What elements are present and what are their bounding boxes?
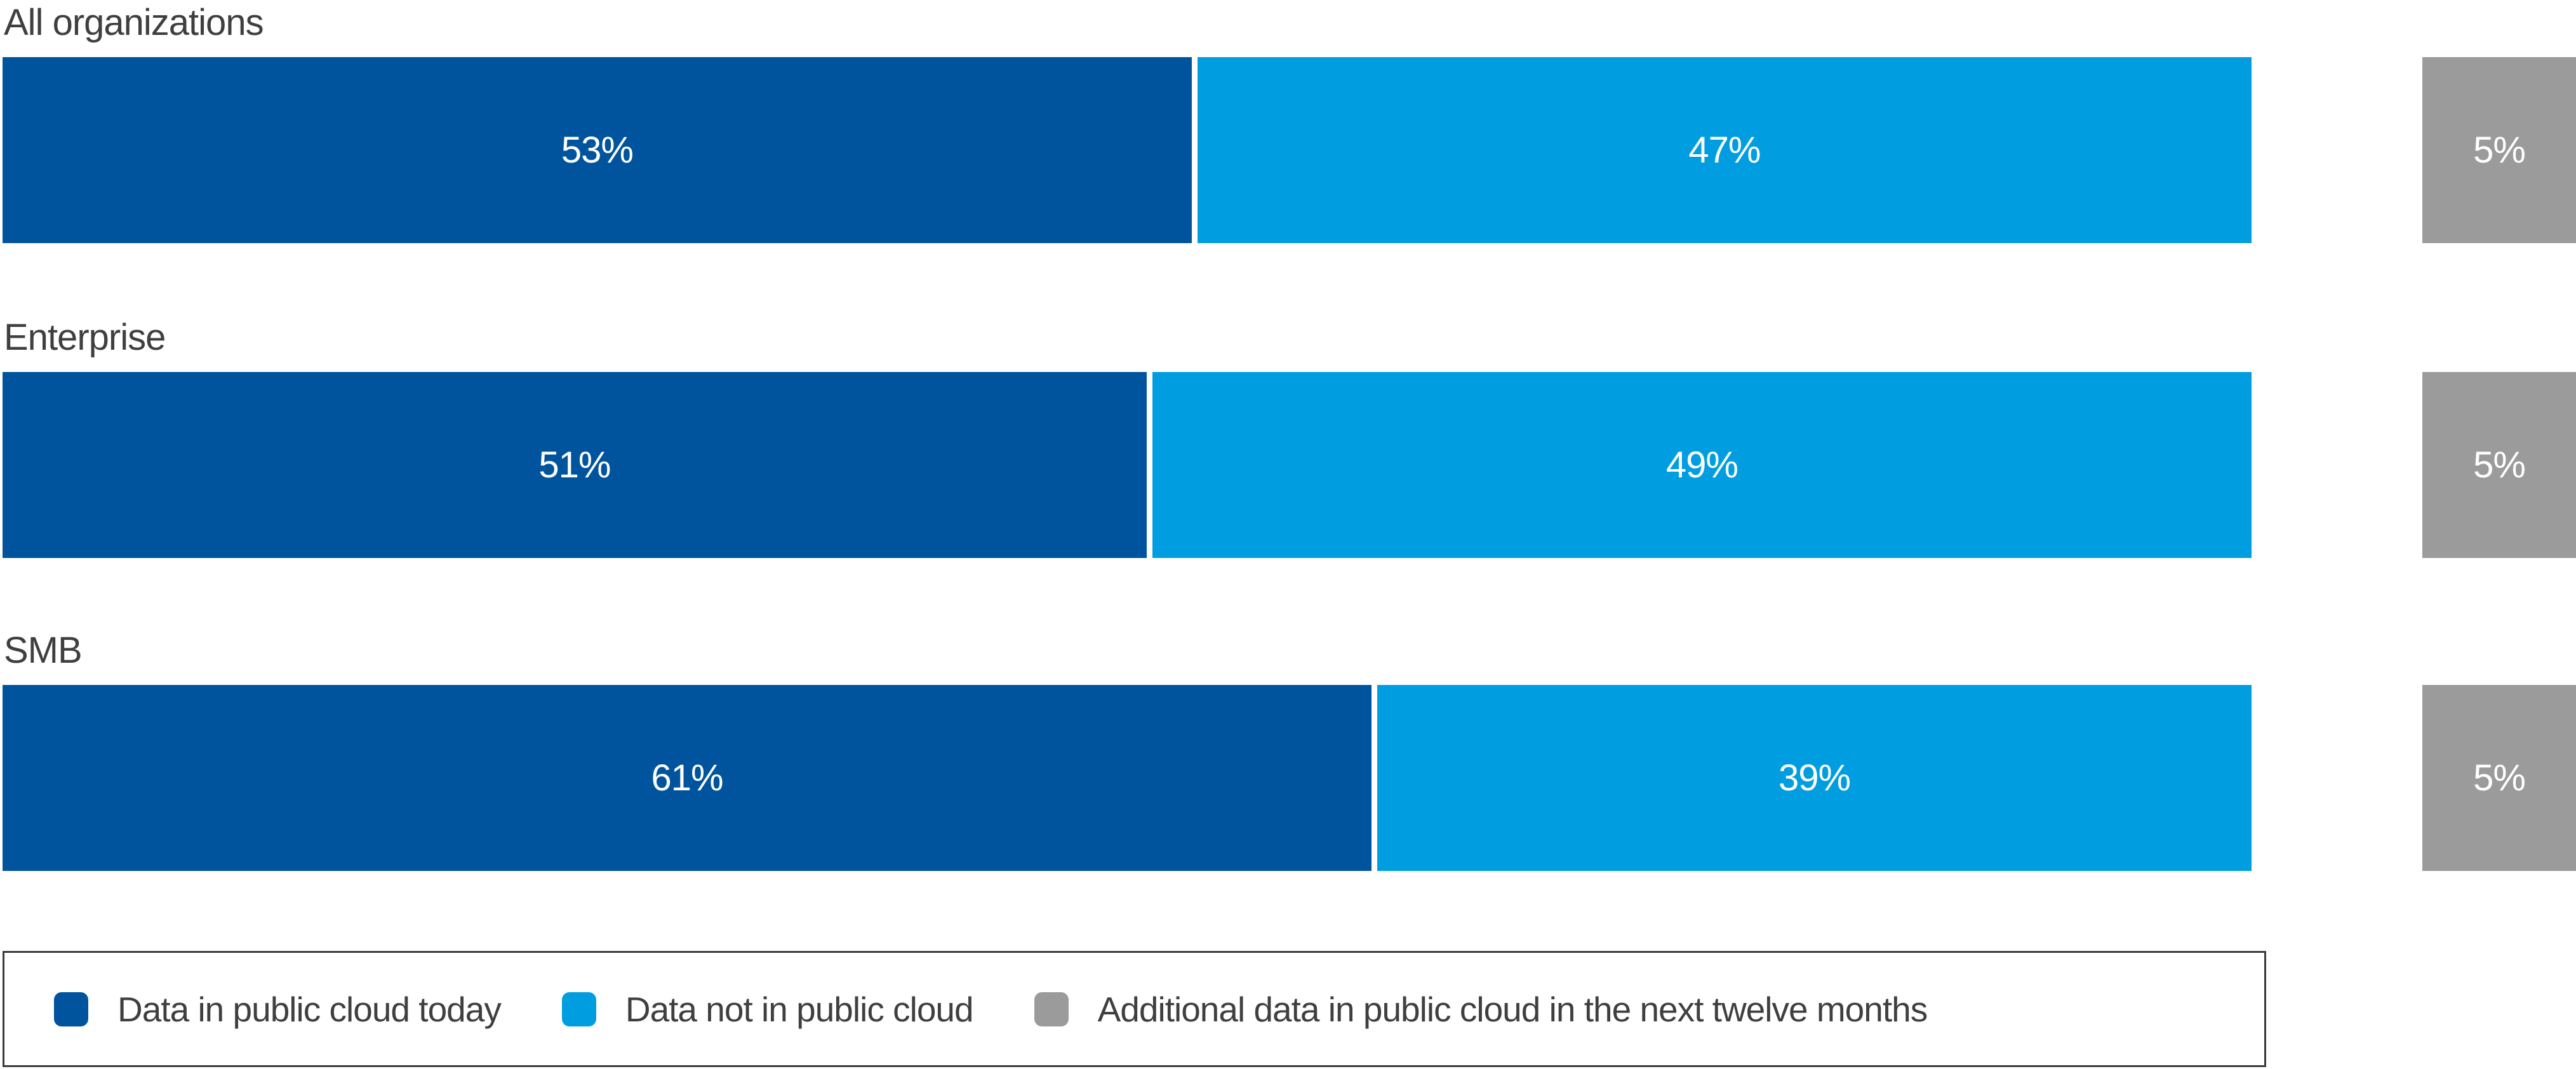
segment-value-label: 61% (651, 757, 724, 799)
category-label: Enterprise (4, 317, 166, 358)
legend-swatch-icon (561, 992, 596, 1026)
bar-track: 53% 47% (3, 57, 2252, 243)
additional-value-label: 5% (2473, 757, 2526, 799)
category-label: SMB (4, 630, 83, 671)
legend-swatch-icon (1034, 992, 1069, 1026)
segment-value-label: 39% (1779, 757, 1851, 799)
additional-data-box: 5% (2422, 372, 2576, 558)
legend-item-label: Data in public cloud today (117, 989, 502, 1029)
bar-segment-data-not-in-cloud: 47% (1197, 57, 2252, 243)
legend-item: Data not in public cloud (561, 989, 974, 1030)
legend-item: Data in public cloud today (54, 989, 502, 1030)
segment-value-label: 49% (1665, 444, 1738, 486)
bar-track: 51% 49% (3, 372, 2252, 558)
additional-data-box: 5% (2422, 685, 2576, 871)
legend-item: Additional data in public cloud in the n… (1034, 989, 1928, 1030)
additional-data-box: 5% (2422, 57, 2576, 243)
legend-item-label: Data not in public cloud (625, 989, 974, 1029)
bar-segment-data-in-cloud: 51% (3, 372, 1147, 558)
category-label: All organizations (4, 2, 264, 43)
legend-swatch-icon (54, 992, 88, 1026)
additional-value-label: 5% (2473, 444, 2526, 486)
chart-row: Enterprise 51% 49% 5% (0, 315, 2576, 558)
bar-segment-data-in-cloud: 53% (3, 57, 1192, 243)
bar-segment-data-in-cloud: 61% (3, 685, 1372, 871)
legend-item-label: Additional data in public cloud in the n… (1097, 989, 1928, 1029)
bar-track: 61% 39% (3, 685, 2252, 871)
legend: Data in public cloud today Data not in p… (3, 951, 2266, 1067)
segment-value-label: 51% (538, 444, 611, 486)
additional-value-label: 5% (2473, 129, 2526, 171)
bar-segment-data-not-in-cloud: 49% (1152, 372, 2252, 558)
segment-value-label: 47% (1688, 129, 1761, 171)
segment-value-label: 53% (561, 129, 634, 171)
bar-segment-data-not-in-cloud: 39% (1377, 685, 2252, 871)
chart-row: SMB 61% 39% 5% (0, 628, 2576, 871)
chart-row: All organizations 53% 47% 5% (0, 0, 2576, 243)
